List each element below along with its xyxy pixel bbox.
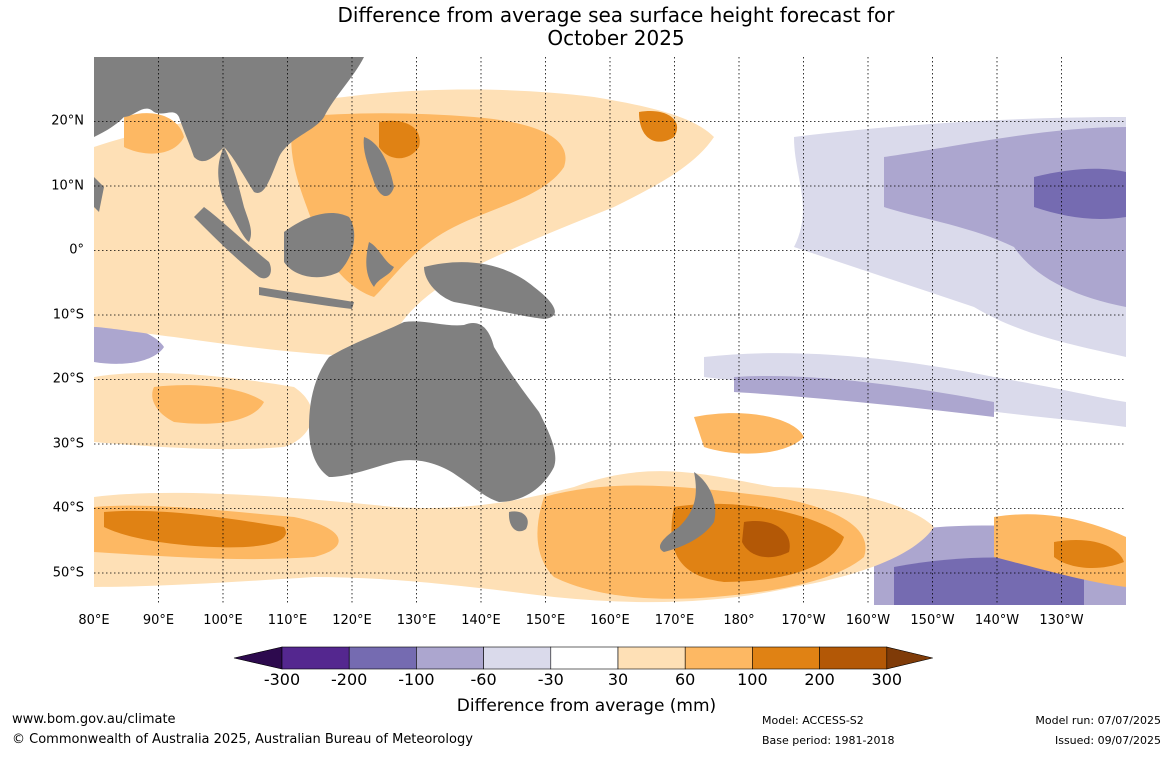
land-australia bbox=[309, 321, 556, 502]
colorbar-tick-label: -300 bbox=[263, 670, 301, 689]
colorbar-tick-label: 100 bbox=[737, 670, 768, 689]
colorbar-tick-label: 300 bbox=[871, 670, 903, 689]
colorbar-segment bbox=[348, 646, 417, 670]
lat-tick-label: 10°S bbox=[52, 307, 84, 323]
lon-tick-label: 160°E bbox=[590, 613, 630, 628]
lat-tick-label: 0° bbox=[69, 242, 84, 258]
colorbar-segment bbox=[281, 646, 350, 670]
lon-tick-label: 120°E bbox=[332, 613, 372, 628]
lon-tick-label: 140°W bbox=[974, 613, 1020, 628]
footer-base-period: Base period: 1981-2018 bbox=[762, 734, 895, 747]
colorbar-tick-label: -200 bbox=[331, 670, 368, 689]
colorbar-label: Difference from average (mm) bbox=[456, 696, 717, 716]
footer-copyright: © Commonwealth of Australia 2025, Austra… bbox=[12, 732, 473, 747]
lon-tick-label: 130°W bbox=[1039, 613, 1084, 628]
lon-tick-label: 150°W bbox=[910, 613, 955, 628]
colorbar-segment bbox=[752, 646, 820, 670]
anomaly-negative-south-band bbox=[734, 376, 994, 417]
colorbar-segment bbox=[684, 646, 753, 670]
land-sulawesi bbox=[366, 242, 394, 287]
anomaly-positive-southern-strong-west bbox=[104, 510, 286, 548]
title-line-2: October 2025 bbox=[547, 26, 685, 50]
anomaly-negative-east-pacific-strong bbox=[1034, 168, 1126, 219]
lat-tick-label: 40°S bbox=[52, 500, 84, 516]
land-indochina bbox=[218, 147, 252, 242]
lon-tick-label: 80°E bbox=[78, 613, 110, 628]
anomaly-negative-se-pacific-strong bbox=[894, 557, 1084, 605]
footer-url: www.bom.gov.au/climate bbox=[12, 712, 176, 727]
land-asia bbox=[94, 57, 364, 193]
lon-tick-label: 180° bbox=[723, 613, 755, 628]
lon-tick-label: 150°E bbox=[525, 613, 566, 628]
colorbar-tick-label: -60 bbox=[470, 670, 497, 689]
land-philippines bbox=[363, 137, 394, 197]
anomaly-positive-se-core bbox=[1054, 539, 1124, 569]
lat-tick-label: 50°S bbox=[52, 565, 84, 581]
anomaly-negative-indian-ocean bbox=[94, 325, 164, 364]
lat-tick-label: 30°S bbox=[52, 436, 84, 452]
anomaly-positive-warm-pool bbox=[291, 113, 566, 297]
colorbar-segment bbox=[550, 646, 619, 670]
land-java bbox=[259, 287, 354, 309]
anomaly-positive-bay-of-bengal bbox=[124, 113, 184, 154]
footer-model-run: Model run: 07/07/2025 bbox=[1035, 714, 1161, 727]
colorbar-segment bbox=[617, 646, 686, 670]
lon-tick-label: 110°E bbox=[267, 613, 308, 628]
colorbar-tick-label: -100 bbox=[398, 670, 435, 689]
anomaly-positive-west-indian bbox=[152, 385, 264, 424]
anomaly-positive-warm-pool-core bbox=[379, 120, 420, 159]
land bbox=[94, 57, 716, 552]
lat-tick-label: 20°S bbox=[52, 371, 84, 387]
lon-tick-label: 170°W bbox=[781, 613, 826, 628]
map-title: Difference from average sea surface heig… bbox=[0, 4, 1173, 50]
title-line-1: Difference from average sea surface heig… bbox=[337, 3, 895, 27]
colorbar-tick-label: 200 bbox=[804, 670, 835, 689]
lat-tick-label: 20°N bbox=[51, 113, 84, 129]
lat-tick-label: 10°N bbox=[51, 178, 84, 194]
anomaly-positive-north-core bbox=[639, 111, 678, 142]
land-new-guinea bbox=[424, 262, 555, 319]
colorbar-tick-label: 30 bbox=[607, 670, 629, 689]
land-sumatra bbox=[194, 207, 271, 279]
lon-tick-label: 100°E bbox=[203, 613, 243, 628]
colorbar-tick-label: -30 bbox=[537, 670, 564, 689]
anomaly-positive-new-zealand-strong bbox=[742, 521, 790, 558]
colorbar bbox=[233, 646, 933, 670]
lon-tick-label: 170°E bbox=[654, 613, 695, 628]
land-india-tip bbox=[94, 177, 104, 212]
footer-issued: Issued: 09/07/2025 bbox=[1054, 734, 1161, 747]
colorbar-extend-min bbox=[233, 646, 283, 670]
colorbar-tick-label: 60 bbox=[675, 670, 696, 689]
land-borneo bbox=[284, 212, 355, 278]
lon-tick-label: 90°E bbox=[142, 613, 175, 628]
colorbar-segment bbox=[483, 646, 552, 670]
lon-tick-label: 140°E bbox=[461, 613, 501, 628]
lon-tick-label: 130°E bbox=[396, 613, 437, 628]
colorbar-segment bbox=[819, 646, 888, 670]
anomaly-positive-east-tasman bbox=[694, 413, 804, 454]
colorbar-extend-max bbox=[886, 646, 933, 670]
lon-tick-label: 160°W bbox=[845, 613, 891, 628]
footer-model: Model: ACCESS-S2 bbox=[762, 714, 864, 727]
land-new-zealand bbox=[659, 472, 716, 552]
graticule bbox=[94, 57, 1126, 605]
sea-surface-height-map bbox=[94, 57, 1126, 605]
map-canvas bbox=[94, 57, 1126, 605]
land-tasmania bbox=[508, 511, 528, 532]
colorbar-segment bbox=[416, 646, 484, 670]
